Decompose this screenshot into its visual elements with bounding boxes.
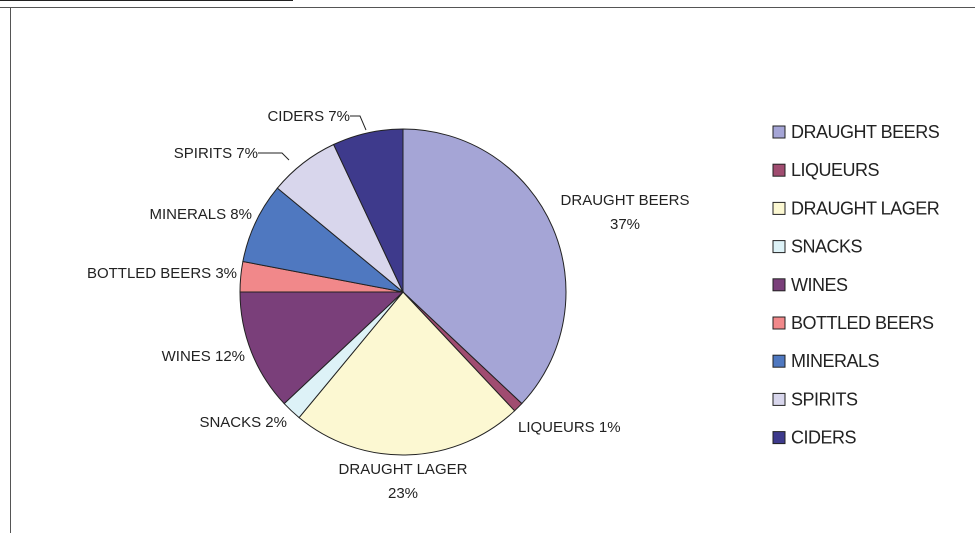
chart-frame-left-border bbox=[10, 7, 11, 533]
slice-label-snacks: SNACKS 2% bbox=[199, 414, 287, 431]
legend-swatch-wines bbox=[772, 278, 786, 292]
legend-label-snacks: SNACKS bbox=[791, 237, 863, 257]
legend-label-liqueurs: LIQUEURS bbox=[791, 160, 880, 180]
legend-label-draught-lager: DRAUGHT LAGER bbox=[791, 198, 940, 218]
slice-label-bottled-beers: BOTTLED BEERS 3% bbox=[87, 265, 237, 282]
slice-label-ciders: CIDERS 7% bbox=[267, 108, 350, 125]
chart-legend: DRAUGHT BEERS LIQUEURS DRAUGHT LAGER SNACKS… bbox=[772, 122, 940, 448]
legend-swatch-draught-beers bbox=[772, 125, 786, 139]
legend-label-spirits: SPIRITS bbox=[791, 389, 858, 409]
legend-label-draught-beers: DRAUGHT BEERS bbox=[791, 122, 940, 142]
slice-label-spirits: SPIRITS 7% bbox=[174, 145, 258, 162]
legend-swatch-snacks bbox=[772, 240, 786, 254]
pie-slice-draught-lager bbox=[298, 291, 516, 456]
legend-swatch-liqueurs bbox=[772, 163, 786, 177]
legend-label-wines: WINES bbox=[791, 275, 848, 295]
chart-frame-tab bbox=[0, 0, 293, 1]
slice-labels: DRAUGHT BEERS 37% LIQUEURS 1% DRAUGHT LAGER… bbox=[87, 108, 690, 502]
legend-swatch-draught-lager bbox=[772, 201, 786, 215]
legend-swatch-ciders bbox=[772, 431, 786, 445]
legend-swatch-bottled-beers bbox=[772, 316, 786, 330]
chart-frame-top-border bbox=[0, 7, 975, 8]
leader-line-ciders bbox=[350, 115, 367, 131]
slice-label-liqueurs: LIQUEURS 1% bbox=[518, 419, 621, 436]
slice-label-draught-beers: DRAUGHT BEERS 37% bbox=[561, 192, 690, 233]
legend-label-bottled-beers: BOTTLED BEERS bbox=[791, 313, 934, 333]
slice-label-minerals: MINERALS 8% bbox=[149, 206, 252, 223]
legend-label-minerals: MINERALS bbox=[791, 351, 880, 371]
leader-line-spirits bbox=[258, 152, 290, 161]
legend-swatch-minerals bbox=[772, 354, 786, 368]
leader-lines bbox=[258, 115, 367, 161]
pie-slice-wines bbox=[239, 291, 405, 405]
legend-swatch-spirits bbox=[772, 392, 786, 406]
slice-label-wines: WINES 12% bbox=[162, 348, 245, 365]
pie-slices bbox=[239, 128, 567, 456]
pie-slice-draught-beers bbox=[402, 128, 567, 405]
slice-label-draught-lager: DRAUGHT LAGER 23% bbox=[339, 461, 468, 502]
legend-label-ciders: CIDERS bbox=[791, 428, 857, 448]
pie-slice-ciders bbox=[332, 128, 404, 293]
